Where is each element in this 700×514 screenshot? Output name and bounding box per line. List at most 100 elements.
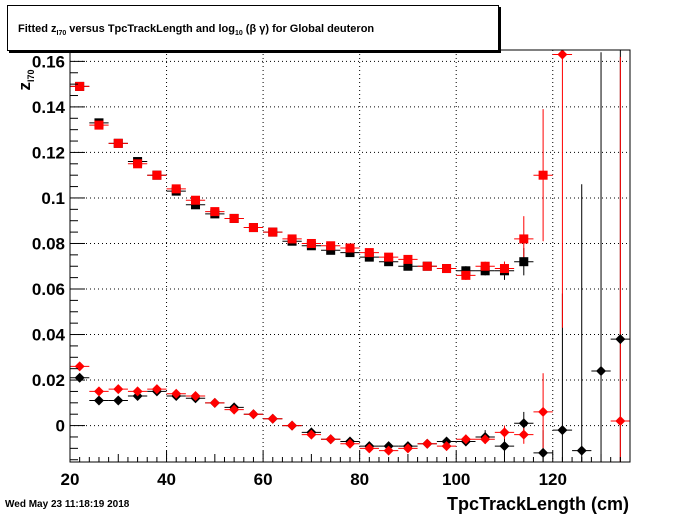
data-point-diamond: [267, 413, 278, 424]
data-point-diamond: [422, 438, 433, 449]
x-axis-title: TpcTrackLength (cm): [447, 494, 629, 514]
data-point-square: [519, 257, 529, 267]
data-point-square: [152, 170, 162, 180]
data-point-diamond: [171, 388, 182, 399]
data-point-diamond: [74, 361, 85, 372]
data-point-diamond: [209, 397, 220, 408]
data-point-diamond: [402, 443, 413, 454]
data-point-square: [306, 238, 316, 248]
data-point-square: [345, 248, 355, 258]
data-point-diamond: [538, 447, 549, 458]
y-tick-label: 0: [56, 417, 65, 436]
data-point-square: [287, 234, 297, 244]
data-point-diamond: [480, 434, 491, 445]
data-point-square: [461, 270, 471, 280]
data-point-diamond: [383, 445, 394, 456]
data-point-diamond: [113, 384, 124, 395]
data-point-square: [248, 223, 258, 233]
x-tick-label: 40: [157, 470, 176, 489]
data-point-square: [268, 227, 278, 237]
data-point-diamond: [93, 395, 104, 406]
data-point-diamond: [229, 404, 240, 415]
data-point-diamond: [306, 429, 317, 440]
x-tick-label: 60: [254, 470, 273, 489]
title-part-1: Fitted z: [18, 23, 57, 35]
y-tick-label: 0.16: [32, 52, 65, 71]
data-point-diamond: [441, 441, 452, 452]
data-point-diamond: [518, 418, 529, 429]
y-tick-label: 0.14: [32, 98, 66, 117]
y-tick-label: 0.08: [32, 234, 65, 253]
data-point-diamond: [287, 420, 298, 431]
x-tick-label: 20: [61, 470, 80, 489]
data-point-diamond: [499, 441, 510, 452]
data-point-square: [519, 234, 529, 244]
data-point-square: [442, 264, 452, 274]
y-tick-label: 0.1: [41, 189, 65, 208]
data-point-square: [403, 261, 413, 271]
data-point-diamond: [499, 427, 510, 438]
data-markers: [74, 49, 626, 458]
data-point-diamond: [74, 372, 85, 383]
data-point-square: [171, 184, 181, 194]
data-point-diamond: [538, 406, 549, 417]
data-point-diamond: [190, 390, 201, 401]
x-tick-label: 80: [350, 470, 369, 489]
y-axis-title: zI70: [15, 69, 36, 90]
x-tick-label: 120: [539, 470, 567, 489]
data-point-diamond: [345, 438, 355, 449]
data-point-square: [191, 195, 201, 205]
data-point-square: [345, 243, 355, 253]
data-point-square: [133, 159, 143, 169]
grid-lines: [69, 50, 630, 462]
timestamp: Wed May 23 11:18:19 2018: [5, 499, 130, 510]
data-point-diamond: [615, 334, 626, 345]
chart-title: Fitted zI70 versus TpcTrackLength and lo…: [18, 23, 374, 37]
data-point-diamond: [364, 443, 375, 454]
axes: 20 40 60 80 100 120 0 0.02 0.04 0.06 0.08 0.1 0.12 0.…: [32, 52, 621, 489]
data-point-square: [384, 257, 394, 267]
y-tick-label: 0.06: [32, 280, 65, 299]
data-point-square: [326, 245, 336, 255]
title-subscript-1: I70: [56, 30, 67, 38]
title-part-3: (β γ) for Global deuteron: [242, 23, 375, 35]
data-point-diamond: [248, 409, 259, 420]
data-point-square: [403, 254, 413, 264]
data-point-square: [480, 261, 490, 271]
data-point-square: [94, 120, 104, 130]
data-point-diamond: [151, 384, 162, 395]
data-point-diamond: [113, 395, 124, 406]
data-point-square: [191, 200, 201, 210]
data-point-diamond: [518, 429, 529, 440]
data-point-square: [364, 252, 374, 262]
y-tick-label: 0.02: [32, 371, 65, 390]
data-point-square: [113, 138, 123, 148]
data-point-square: [364, 248, 374, 258]
data-point-diamond: [596, 365, 607, 376]
x-tick-label: 100: [442, 470, 470, 489]
data-point-diamond: [460, 434, 471, 445]
data-point-diamond: [557, 49, 568, 60]
data-point-square: [75, 81, 85, 91]
data-point-diamond: [557, 425, 568, 436]
data-point-square: [499, 264, 509, 274]
title-box: Fitted zI70 versus TpcTrackLength and lo…: [7, 5, 499, 51]
data-point-diamond: [93, 386, 104, 397]
title-part-2: versus TpcTrackLength and log: [66, 23, 235, 35]
data-point-square: [210, 207, 220, 217]
data-point-square: [384, 252, 394, 262]
data-point-square: [538, 170, 548, 180]
y-axis-title-main: z: [15, 82, 34, 91]
data-point-diamond: [615, 416, 626, 427]
data-point-diamond: [576, 445, 587, 456]
y-axis-title-subscript: I70: [26, 69, 36, 82]
data-point-square: [326, 241, 336, 251]
title-subscript-2: 10: [234, 30, 243, 38]
y-tick-label: 0.12: [32, 143, 65, 162]
y-tick-label: 0.04: [32, 326, 66, 345]
data-point-square: [229, 213, 239, 223]
data-point-square: [422, 261, 432, 271]
data-point-diamond: [132, 386, 143, 397]
data-point-square: [480, 266, 490, 276]
